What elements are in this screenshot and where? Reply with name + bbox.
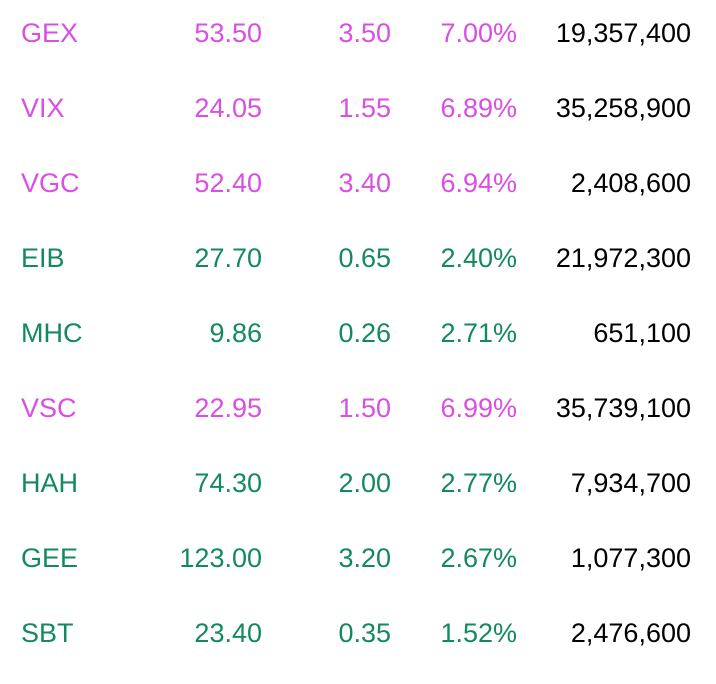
stock-row-sbt[interactable]: SBT 23.40 0.35 1.52% 2,476,600 <box>0 596 716 671</box>
ticker-symbol: VIX <box>21 93 65 123</box>
trading-volume: 2,408,600 <box>570 168 691 198</box>
percent-change: 6.99% <box>440 393 517 423</box>
last-price: 22.95 <box>194 393 262 423</box>
stock-row-eib[interactable]: EIB 27.70 0.65 2.40% 21,972,300 <box>0 221 716 296</box>
last-price: 52.40 <box>194 168 262 198</box>
trading-volume: 7,934,700 <box>570 468 691 498</box>
stock-row-vgc[interactable]: VGC 52.40 3.40 6.94% 2,408,600 <box>0 146 716 221</box>
stock-row-mhc[interactable]: MHC 9.86 0.26 2.71% 651,100 <box>0 296 716 371</box>
percent-change: 7.00% <box>440 18 517 48</box>
last-price: 27.70 <box>194 243 262 273</box>
ticker-symbol: VGC <box>21 168 80 198</box>
stock-row-gex[interactable]: GEX 53.50 3.50 7.00% 19,357,400 <box>0 0 716 71</box>
price-change: 0.65 <box>338 243 391 273</box>
trading-volume: 35,258,900 <box>555 93 691 123</box>
stock-row-gee[interactable]: GEE 123.00 3.20 2.67% 1,077,300 <box>0 521 716 596</box>
price-change: 1.50 <box>338 393 391 423</box>
percent-change: 2.40% <box>440 243 517 273</box>
last-price: 24.05 <box>194 93 262 123</box>
price-change: 0.35 <box>338 618 391 648</box>
last-price: 123.00 <box>179 543 262 573</box>
percent-change: 2.77% <box>440 468 517 498</box>
price-change: 2.00 <box>338 468 391 498</box>
trading-volume: 651,100 <box>593 318 691 348</box>
trading-volume: 2,476,600 <box>570 618 691 648</box>
ticker-symbol: VSC <box>21 393 77 423</box>
ticker-symbol: SBT <box>21 618 74 648</box>
trading-volume: 1,077,300 <box>570 543 691 573</box>
percent-change: 6.89% <box>440 93 517 123</box>
last-price: 23.40 <box>194 618 262 648</box>
last-price: 53.50 <box>194 18 262 48</box>
ticker-symbol: GEE <box>21 543 79 573</box>
percent-change: 2.71% <box>440 318 517 348</box>
price-change: 3.40 <box>338 168 391 198</box>
price-change: 3.50 <box>338 18 391 48</box>
percent-change: 1.52% <box>440 618 517 648</box>
price-change: 3.20 <box>338 543 391 573</box>
ticker-symbol: MHC <box>21 318 83 348</box>
ticker-symbol: HAH <box>21 468 79 498</box>
trading-volume: 19,357,400 <box>555 18 691 48</box>
percent-change: 2.67% <box>440 543 517 573</box>
percent-change: 6.94% <box>440 168 517 198</box>
price-change: 1.55 <box>338 93 391 123</box>
trading-volume: 35,739,100 <box>555 393 691 423</box>
ticker-symbol: EIB <box>21 243 65 273</box>
last-price: 74.30 <box>194 468 262 498</box>
price-change: 0.26 <box>338 318 391 348</box>
stock-row-vix[interactable]: VIX 24.05 1.55 6.89% 35,258,900 <box>0 71 716 146</box>
ticker-symbol: GEX <box>21 18 79 48</box>
last-price: 9.86 <box>209 318 262 348</box>
stock-row-hah[interactable]: HAH 74.30 2.00 2.77% 7,934,700 <box>0 446 716 521</box>
stock-row-vsc[interactable]: VSC 22.95 1.50 6.99% 35,739,100 <box>0 371 716 446</box>
trading-volume: 21,972,300 <box>555 243 691 273</box>
